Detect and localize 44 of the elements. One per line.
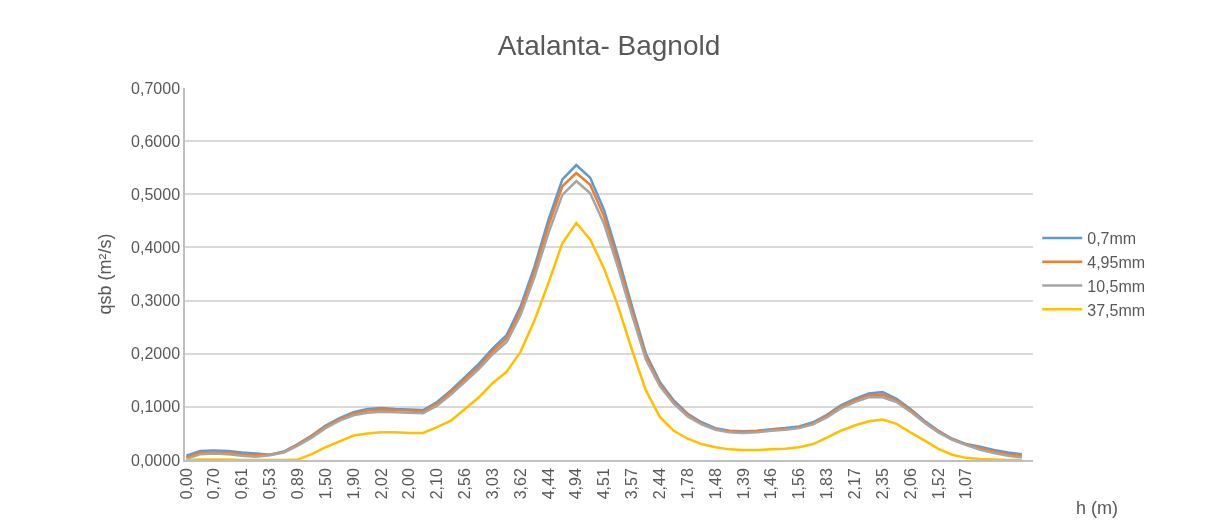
x-tick-label: 1,39	[734, 468, 752, 500]
x-tick-label: 1,50	[316, 468, 334, 500]
x-tick-label: 2,00	[400, 468, 418, 500]
x-tick-label: 2,17	[845, 468, 863, 500]
x-tick-label: 3,03	[483, 468, 501, 500]
legend-label: 4,95mm	[1087, 253, 1146, 271]
x-tick-label: 0,00	[177, 468, 195, 500]
x-tick-label: 3,62	[511, 468, 529, 500]
y-tick-label: 0,5000	[131, 185, 181, 203]
legend-label: 10,5mm	[1087, 277, 1146, 295]
x-tick-label: 1,46	[762, 468, 780, 500]
chart-title: Atalanta- Bagnold	[497, 29, 721, 61]
x-tick-label: 0,53	[261, 468, 279, 500]
y-tick-label: 0,7000	[131, 79, 181, 97]
x-tick-label: 1,48	[706, 468, 724, 500]
legend-label: 37,5mm	[1087, 301, 1146, 319]
x-tick-label: 1,56	[790, 468, 808, 500]
x-tick-label: 2,06	[901, 468, 919, 500]
y-tick-label: 0,2000	[131, 345, 181, 363]
y-tick-label: 0,4000	[131, 239, 181, 257]
x-tick-label: 3,57	[623, 468, 641, 500]
y-tick-label: 0,1000	[131, 398, 181, 416]
x-tick-label: 1,90	[344, 468, 362, 500]
x-tick-label: 0,89	[288, 468, 306, 500]
x-tick-label: 0,61	[233, 468, 251, 500]
x-tick-label: 1,52	[929, 468, 947, 500]
x-tick-label: 0,70	[205, 468, 223, 500]
x-tick-label: 2,10	[428, 468, 446, 500]
x-tick-label: 1,83	[818, 468, 836, 500]
x-tick-label: 2,44	[651, 468, 669, 500]
x-tick-label: 1,78	[678, 468, 696, 500]
legend-label: 0,7mm	[1087, 230, 1137, 248]
y-axis-title: qsb (m²/s)	[94, 233, 115, 315]
y-tick-label: 0,0000	[131, 451, 181, 469]
x-tick-label: 2,35	[873, 468, 891, 500]
x-tick-label: 4,94	[567, 468, 585, 500]
x-tick-label: 2,56	[456, 468, 474, 500]
x-tick-label: 4,44	[539, 468, 557, 500]
x-tick-label: 4,51	[595, 468, 613, 500]
x-axis-title: h (m)	[1076, 498, 1118, 518]
y-tick-label: 0,6000	[131, 132, 181, 150]
x-tick-label: 1,07	[957, 468, 975, 500]
x-tick-label: 2,02	[372, 468, 390, 500]
y-tick-label: 0,3000	[131, 292, 181, 310]
